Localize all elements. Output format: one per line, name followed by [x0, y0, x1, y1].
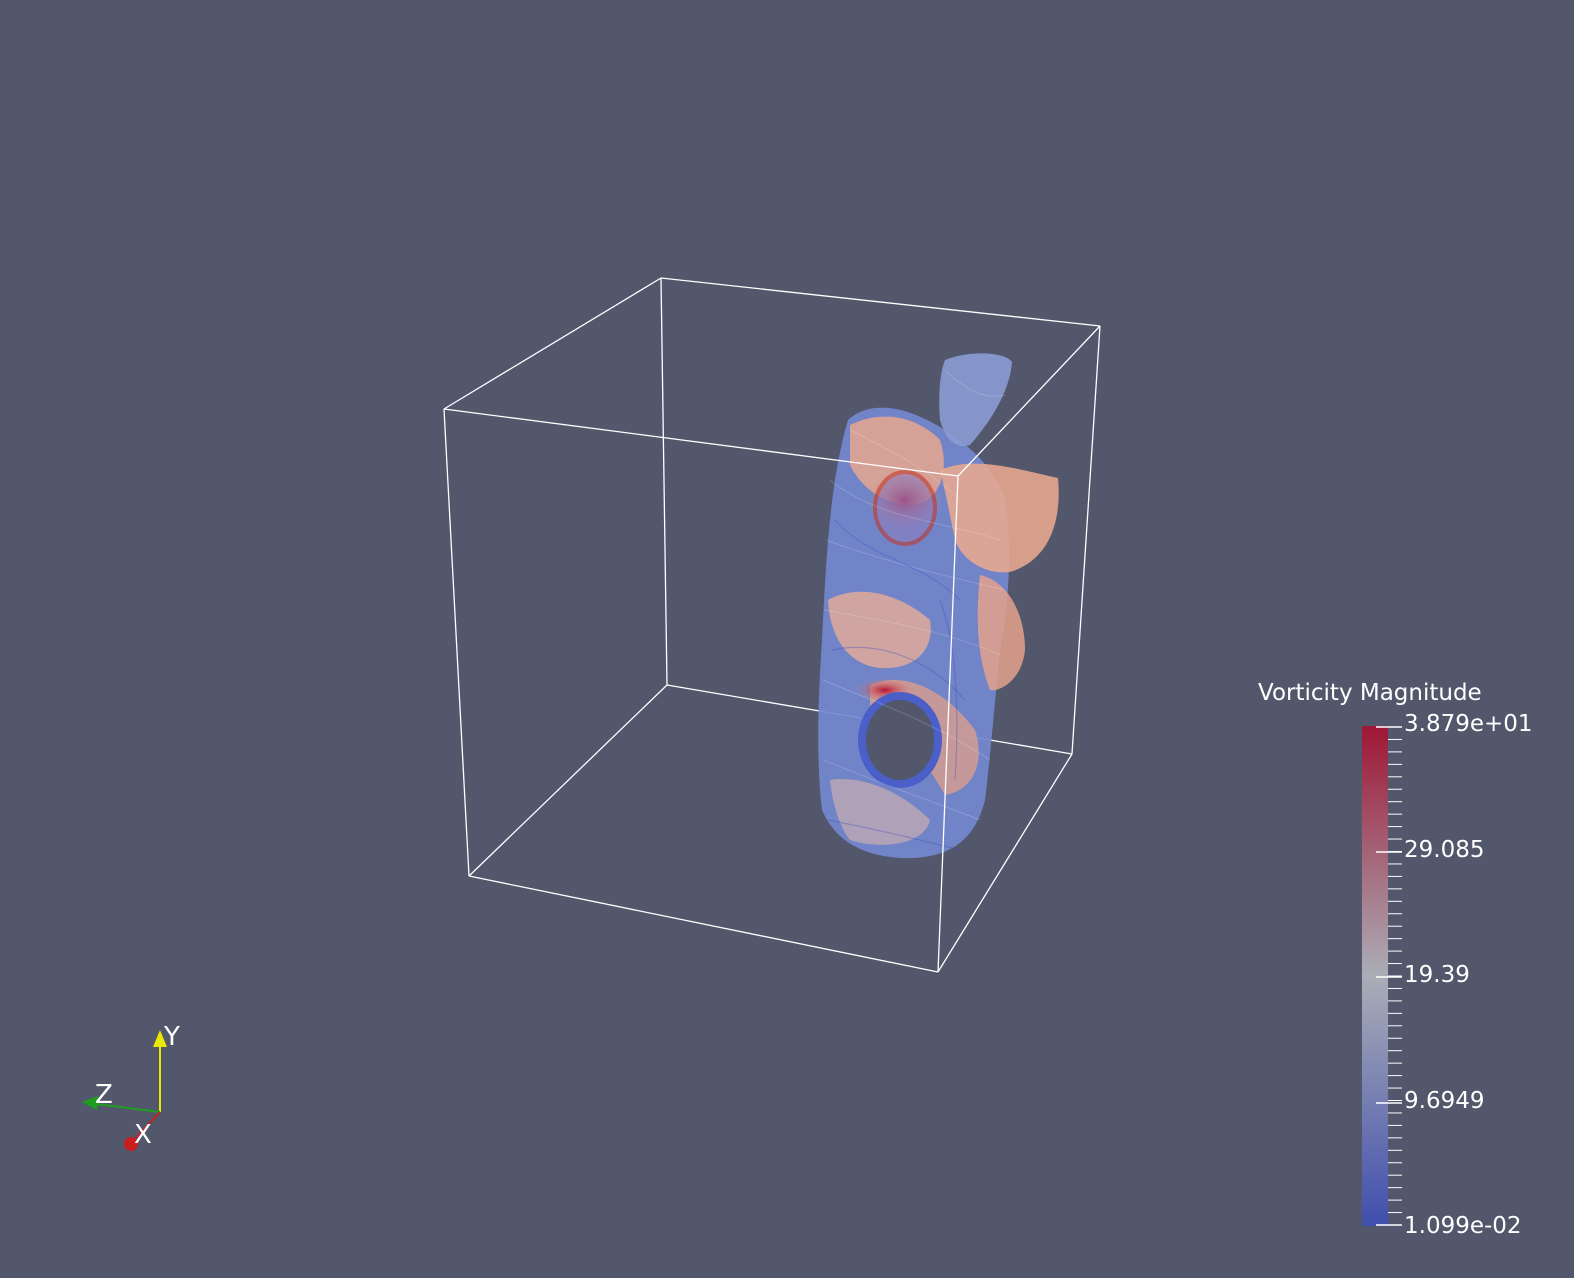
scalar-bar-title: Vorticity Magnitude	[1258, 680, 1482, 706]
scalar-bar-tick-label: 9.6949	[1404, 1088, 1485, 1114]
z-axis-arrow-icon	[82, 1096, 98, 1110]
z-axis-label: Z	[95, 1080, 113, 1110]
scalar-bar-max-label: 3.879e+01	[1404, 711, 1533, 737]
streamlines	[818, 353, 1059, 859]
x-axis-label: X	[134, 1120, 152, 1150]
y-axis-label: Y	[164, 1022, 180, 1052]
orientation-axes	[82, 1030, 167, 1151]
outline-front-edges	[443, 277, 1101, 973]
scalar-bar-tick-label: 29.085	[1404, 837, 1485, 863]
x-axis-line	[135, 1111, 161, 1139]
scalar-bar-gradient	[1362, 726, 1388, 1226]
scalar-bar-min-label: 1.099e-02	[1404, 1213, 1522, 1239]
y-axis-arrow-icon	[153, 1030, 167, 1047]
z-axis-line	[95, 1103, 161, 1113]
scalar-bar-tick-label: 19.39	[1404, 962, 1470, 988]
x-axis-arrow-icon	[124, 1137, 138, 1151]
